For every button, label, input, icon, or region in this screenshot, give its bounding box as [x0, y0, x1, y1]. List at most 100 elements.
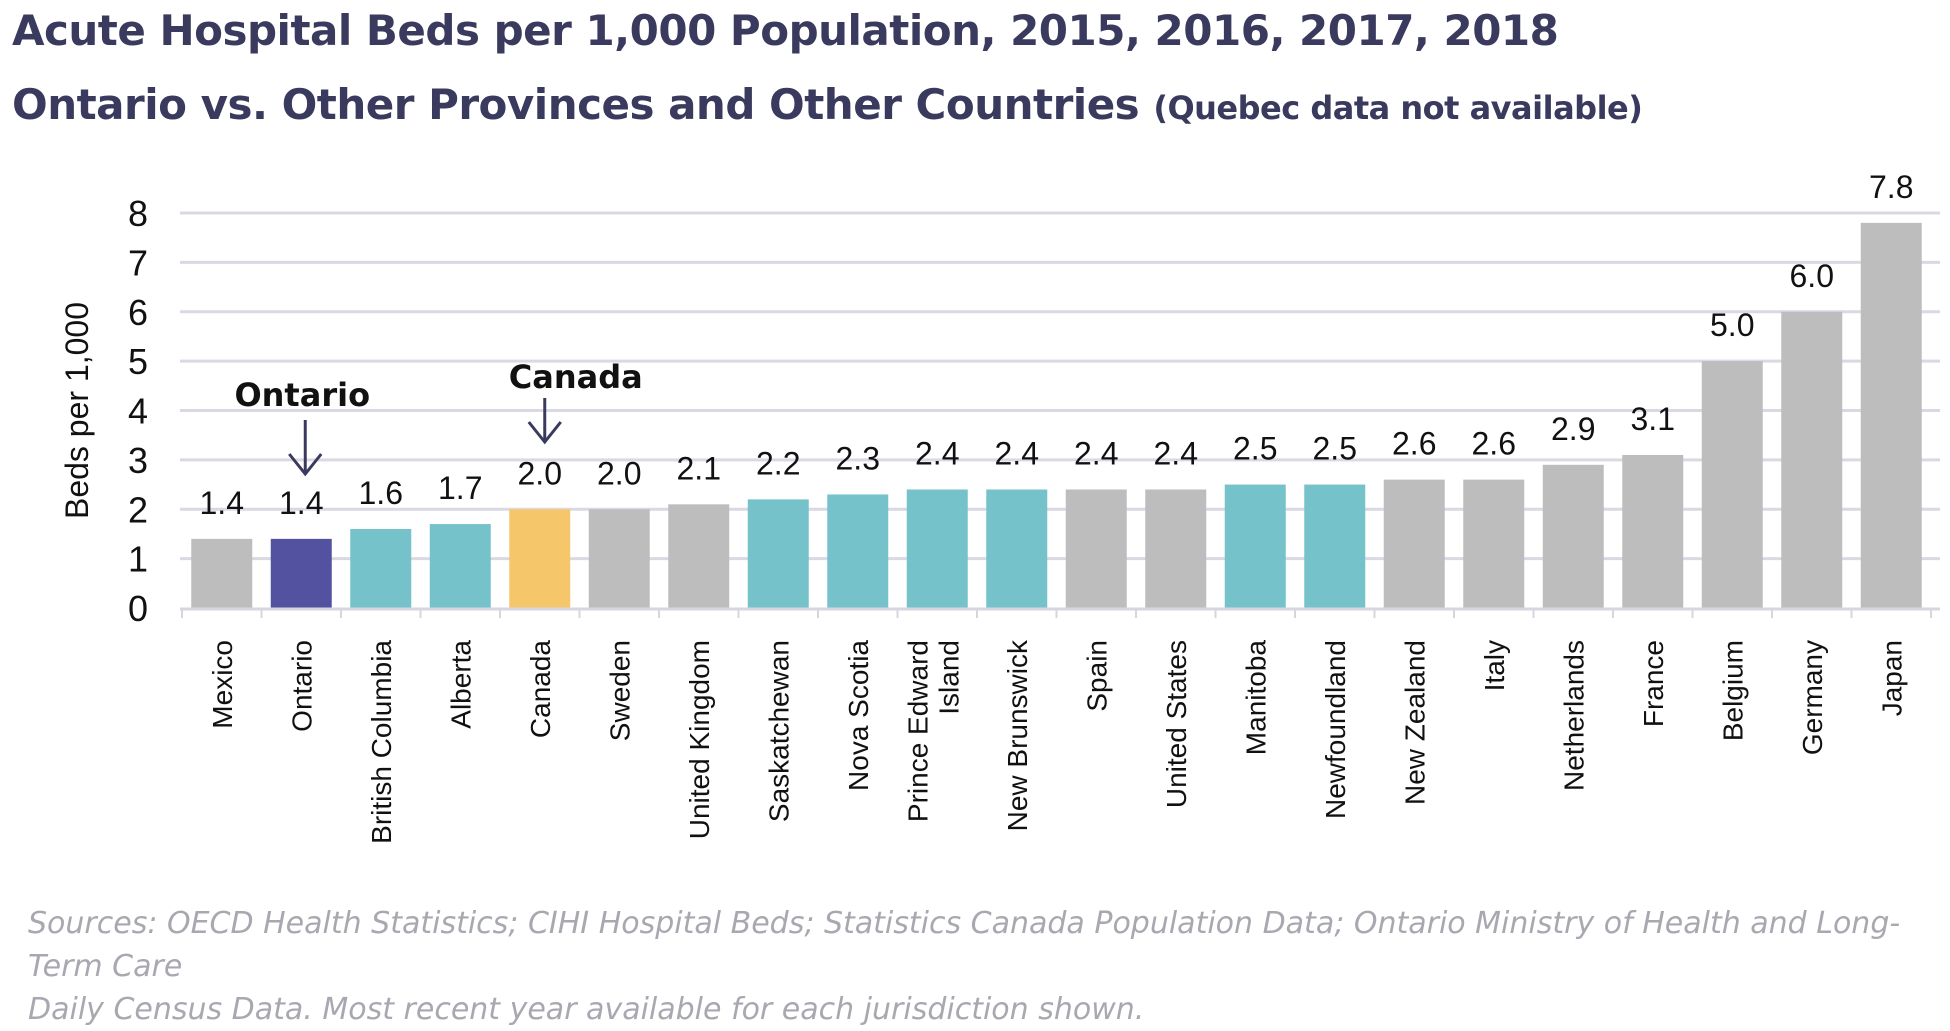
source-note: Sources: OECD Health Statistics; CIHI Ho… — [28, 902, 1928, 1031]
x-tick-label: Italy — [1479, 640, 1510, 691]
bar-british-columbia — [350, 529, 412, 608]
x-tick-label-line: Germany — [1797, 640, 1828, 755]
x-tick-label: Saskatchewan — [763, 640, 794, 822]
bar-alberta — [429, 524, 491, 608]
data-label: 2.5 — [1233, 431, 1277, 467]
x-tick-label-line: Saskatchewan — [763, 640, 794, 822]
annotation-label: Ontario — [234, 376, 370, 414]
data-label: 2.2 — [756, 445, 800, 481]
chart-title: Acute Hospital Beds per 1,000 Population… — [12, 6, 1559, 55]
bar-belgium — [1701, 361, 1763, 608]
y-tick-label: 0 — [128, 588, 148, 629]
data-label: 2.4 — [1074, 436, 1118, 472]
bar-japan — [1860, 222, 1922, 608]
x-tick-label: Sweden — [604, 640, 635, 741]
data-label: 1.4 — [279, 485, 323, 521]
x-tick-label: New Brunswick — [1002, 639, 1033, 831]
y-tick-label: 8 — [128, 193, 148, 234]
x-tick-label-line: Mexico — [207, 640, 238, 729]
x-tick-label: Mexico — [207, 640, 238, 729]
x-tick-label-line: France — [1638, 640, 1669, 727]
x-tick-label: United States — [1161, 640, 1192, 808]
x-tick-label: Spain — [1081, 640, 1112, 712]
data-label: 2.6 — [1472, 426, 1516, 462]
source-line-2: Daily Census Data. Most recent year avai… — [28, 992, 1145, 1027]
y-tick-label: 6 — [128, 292, 148, 333]
bar-saskatchewan — [747, 499, 809, 608]
data-label: 1.6 — [359, 475, 403, 511]
bar-new-zealand — [1383, 479, 1445, 608]
bar-prince-edward-island — [906, 489, 968, 608]
bar-netherlands — [1542, 464, 1604, 608]
data-label: 2.0 — [597, 455, 641, 491]
data-label: 7.8 — [1869, 169, 1913, 205]
x-tick-label: Netherlands — [1558, 640, 1589, 791]
x-tick-label: Alberta — [445, 640, 476, 729]
x-tick-label-line: Netherlands — [1558, 640, 1589, 791]
subtitle-note: (Quebec data not available) — [1153, 89, 1643, 127]
data-label: 1.4 — [200, 485, 244, 521]
y-tick-label: 3 — [128, 440, 148, 481]
y-axis-label: Beds per 1,000 — [59, 302, 95, 519]
x-tick-label-line: Alberta — [445, 640, 476, 729]
y-tick-label: 5 — [128, 341, 148, 382]
x-tick-label: Manitoba — [1240, 640, 1271, 756]
x-tick-label: Ontario — [286, 640, 317, 732]
x-tick-label-line: Newfoundland — [1320, 640, 1351, 819]
x-tick-label-line: United States — [1161, 640, 1192, 808]
data-label: 6.0 — [1790, 258, 1834, 294]
x-tick-label: Germany — [1797, 640, 1828, 755]
bar-chart: 0 1 2 3 4 5 6 7 8 Beds per 1,000 1.4 1.4 1.6 1.7 2.0 2.… — [59, 169, 1940, 844]
x-tick-label: British Columbia — [366, 640, 397, 844]
x-tick-label: Prince EdwardIsland — [902, 640, 964, 822]
bar-united-states — [1145, 489, 1207, 608]
data-label: 1.7 — [438, 470, 482, 506]
data-label: 2.9 — [1551, 411, 1595, 447]
data-label: 2.4 — [1154, 436, 1198, 472]
x-tick-label-line: Manitoba — [1240, 640, 1271, 756]
data-label: 2.4 — [995, 436, 1039, 472]
x-tick-label-line: Japan — [1876, 640, 1907, 716]
x-tick-label-line: Belgium — [1717, 640, 1748, 741]
bar-manitoba — [1224, 484, 1286, 608]
x-tick-label: France — [1638, 640, 1669, 727]
bar-spain — [1065, 489, 1127, 608]
x-tick-label: Canada — [525, 640, 556, 739]
bar-mexico — [191, 538, 253, 608]
data-label: 2.0 — [518, 455, 562, 491]
bar-united-kingdom — [668, 504, 730, 608]
y-tick-label: 1 — [128, 539, 148, 580]
x-tick-label-line: Nova Scotia — [843, 640, 874, 791]
data-label: 2.6 — [1392, 426, 1436, 462]
chart-subtitle: Ontario vs. Other Provinces and Other Co… — [12, 80, 1643, 129]
x-tick-label-line: Spain — [1081, 640, 1112, 712]
data-label: 3.1 — [1631, 401, 1675, 437]
x-tick-label-line: Island — [933, 640, 964, 715]
x-tick-label: Japan — [1876, 640, 1907, 716]
data-label: 2.1 — [677, 450, 721, 486]
subtitle-main: Ontario vs. Other Provinces and Other Co… — [12, 80, 1140, 129]
bar-canada — [509, 509, 571, 608]
data-label: 2.5 — [1313, 431, 1357, 467]
bar-france — [1622, 454, 1684, 608]
bar-newfoundland — [1304, 484, 1366, 608]
annotation-label: Canada — [509, 358, 643, 396]
x-tick-label: Belgium — [1717, 640, 1748, 741]
y-tick-label: 4 — [128, 391, 148, 432]
x-tick-label: Newfoundland — [1320, 640, 1351, 819]
x-tick-label-line: Ontario — [286, 640, 317, 732]
bar-italy — [1463, 479, 1525, 608]
x-tick-label: Nova Scotia — [843, 640, 874, 791]
annotation-arrowhead — [288, 453, 323, 477]
bar-nova-scotia — [827, 494, 889, 608]
x-tick-label-line: Canada — [525, 640, 556, 739]
x-tick-label-line: New Brunswick — [1002, 639, 1033, 831]
x-tick-label-line: United Kingdom — [684, 640, 715, 839]
x-tick-label: United Kingdom — [684, 640, 715, 839]
y-tick-label: 2 — [128, 489, 148, 530]
x-tick-label-line: Prince Edward — [902, 640, 933, 822]
y-tick-label: 7 — [128, 242, 148, 283]
bar-germany — [1781, 311, 1843, 608]
annotation-arrowhead — [527, 421, 562, 445]
data-label: 2.4 — [915, 436, 959, 472]
